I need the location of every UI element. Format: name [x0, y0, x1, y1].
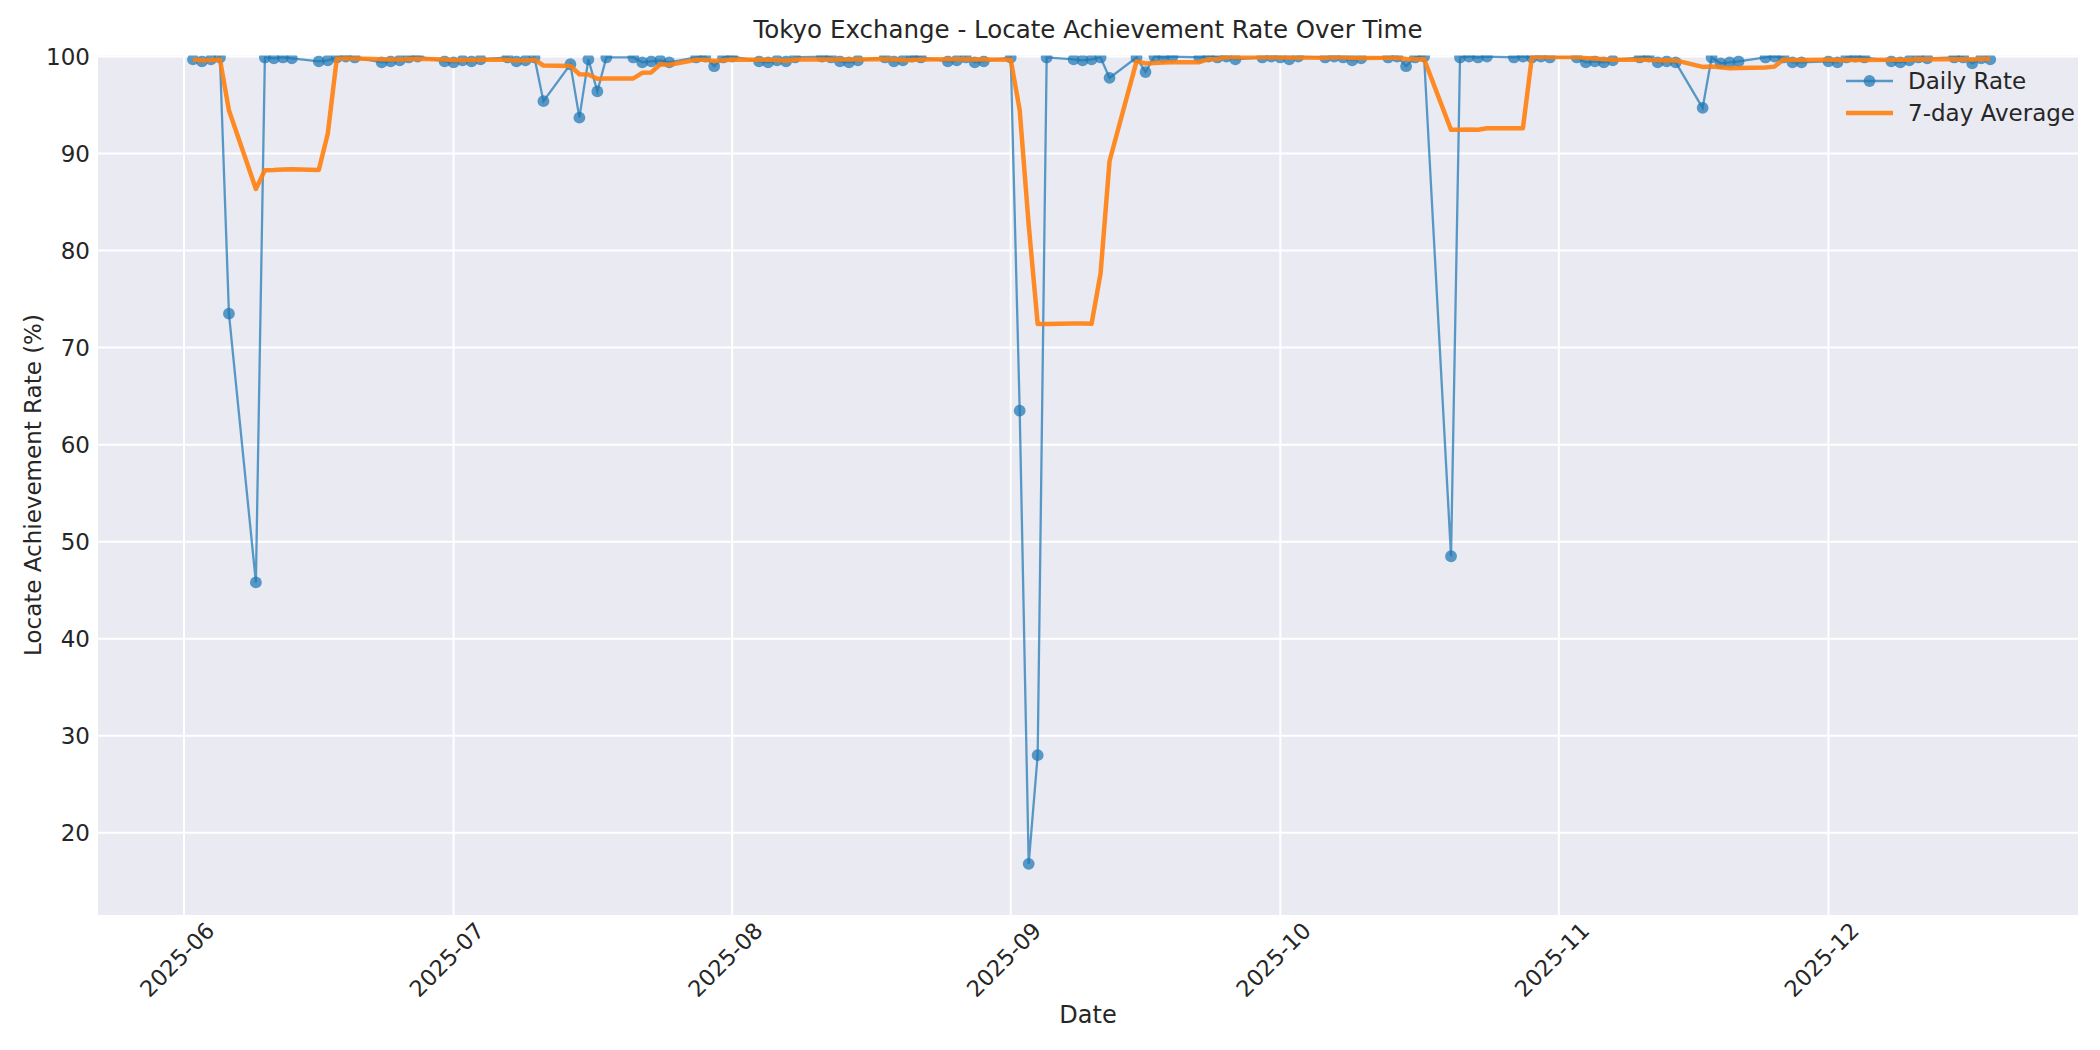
- daily-rate-marker: [538, 95, 550, 107]
- daily-rate-marker: [1445, 550, 1457, 562]
- x-tick-label: 2025-10: [1231, 917, 1316, 1002]
- y-axis-label: Locate Achievement Rate (%): [20, 314, 46, 656]
- line-chart: 20 30 40 50 60 70 80 90 100 2025-06 2025-07 2025-08…: [0, 0, 2100, 1050]
- x-tick-label: 2025-06: [135, 917, 220, 1002]
- daily-rate-marker: [250, 577, 262, 589]
- figure: 20 30 40 50 60 70 80 90 100 2025-06 2025-07 2025-08…: [0, 0, 2100, 1050]
- x-tick-label: 2025-12: [1779, 917, 1864, 1002]
- daily-rate-marker: [600, 52, 612, 64]
- x-tick-label: 2025-08: [683, 917, 768, 1002]
- daily-rate-marker: [1041, 52, 1053, 64]
- daily-rate-marker: [1481, 51, 1493, 63]
- chart-title: Tokyo Exchange - Locate Achievement Rate…: [753, 15, 1423, 44]
- y-tick-label: 20: [61, 820, 90, 846]
- daily-rate-marker: [591, 86, 603, 98]
- daily-rate-marker: [582, 54, 594, 66]
- y-tick-label: 40: [61, 626, 90, 652]
- y-tick-label: 80: [61, 238, 90, 264]
- legend-daily-label: Daily Rate: [1908, 68, 2026, 94]
- x-axis-label: Date: [1059, 1001, 1116, 1029]
- daily-rate-marker: [286, 53, 298, 65]
- x-tick-label: 2025-11: [1510, 917, 1595, 1002]
- daily-rate-marker: [1014, 405, 1026, 417]
- legend-daily-marker: [1864, 75, 1876, 87]
- y-tick-label: 70: [61, 335, 90, 361]
- daily-rate-marker: [1104, 72, 1116, 84]
- daily-rate-marker: [1697, 102, 1709, 114]
- x-tick-label: 2025-07: [404, 917, 489, 1002]
- daily-rate-marker: [1140, 66, 1152, 78]
- y-tick-label: 30: [61, 723, 90, 749]
- y-tick-label: 60: [61, 432, 90, 458]
- daily-rate-marker: [1733, 55, 1745, 67]
- daily-rate-marker: [1023, 858, 1035, 870]
- x-tick-label: 2025-09: [961, 917, 1046, 1002]
- daily-rate-marker: [1032, 749, 1044, 761]
- daily-rate-marker: [1095, 52, 1107, 64]
- daily-rate-marker: [1400, 60, 1412, 72]
- daily-rate-marker: [573, 112, 585, 124]
- daily-rate-marker: [223, 308, 235, 320]
- legend-avg-label: 7-day Average: [1908, 100, 2075, 126]
- y-tick-label: 100: [46, 44, 90, 70]
- y-tick-label: 50: [61, 529, 90, 555]
- y-tick-label: 90: [61, 141, 90, 167]
- plot-area: [98, 56, 2078, 916]
